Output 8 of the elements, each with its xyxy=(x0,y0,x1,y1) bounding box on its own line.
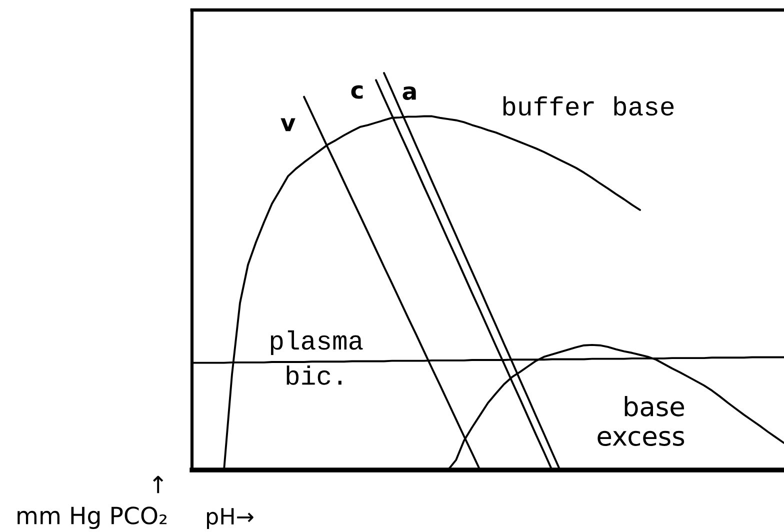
series-label: buffer base xyxy=(503,96,674,116)
series-label: plasma bic. xyxy=(270,330,363,385)
series-label: v xyxy=(280,118,296,132)
y-axis-title: ↑ mm Hg PCO₂ xyxy=(18,476,167,529)
series-label: c xyxy=(351,85,363,99)
x-axis-title: pH→ xyxy=(207,508,254,529)
series-label: base excess xyxy=(598,396,684,446)
series-label: a xyxy=(402,86,416,100)
